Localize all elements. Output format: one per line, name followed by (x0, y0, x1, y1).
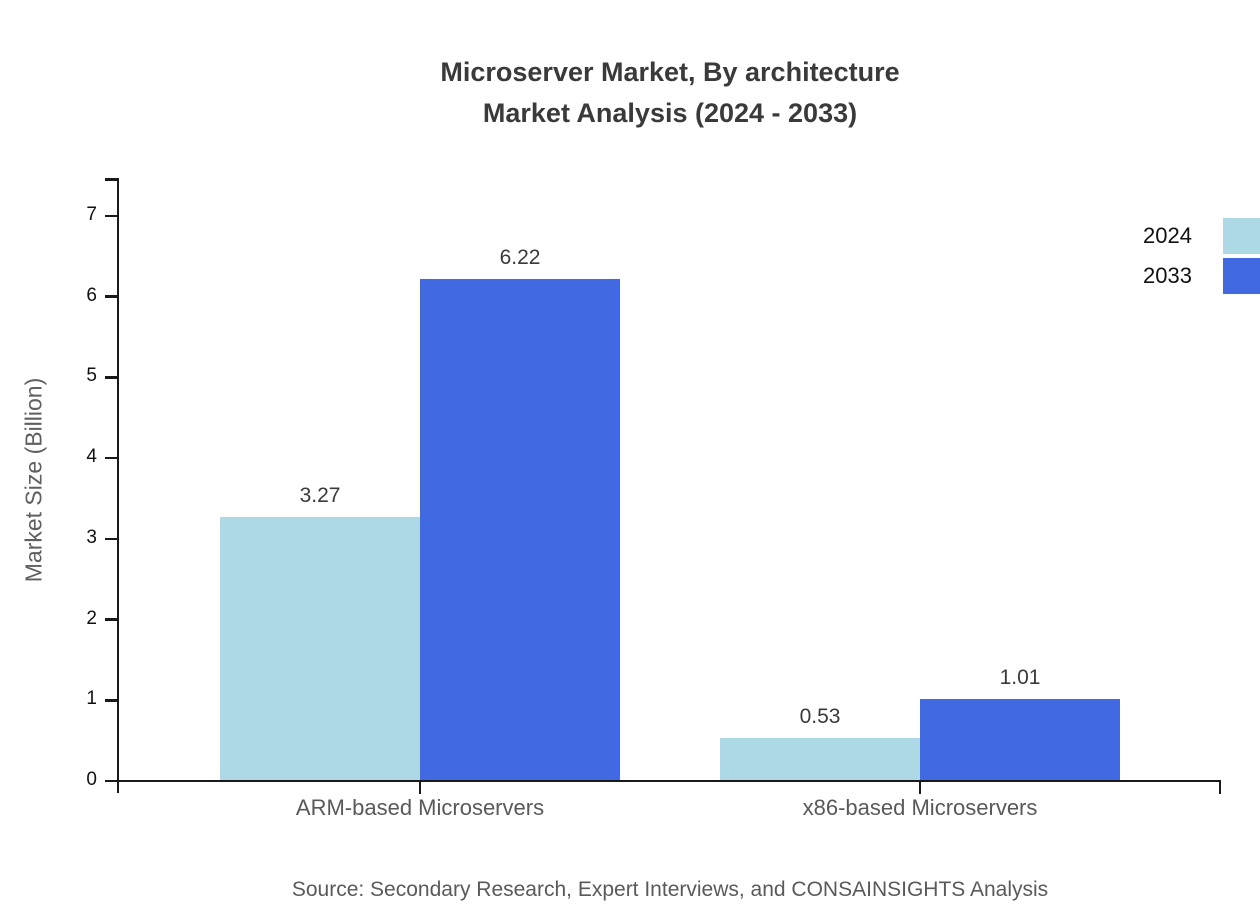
x-category-label: ARM-based Microservers (295, 795, 545, 820)
y-tick (105, 456, 118, 460)
legend-label-2024: 2024 (1143, 223, 1192, 248)
bar-2024-arm (220, 517, 420, 781)
y-axis-endcap (105, 178, 118, 181)
y-tick (105, 214, 118, 218)
y-tick-label: 7 (86, 204, 97, 226)
x-category-label: x86-based Microservers (802, 795, 1038, 820)
y-tick-label: 0 (86, 769, 97, 790)
y-tick (105, 376, 118, 379)
y-axis-label: Market Size (Billion) (20, 377, 47, 583)
y-tick (105, 295, 118, 298)
legend-swatch-2033 (1223, 258, 1260, 294)
legend-label-2033: 2033 (1143, 263, 1192, 288)
bar-2033-arm (420, 278, 620, 781)
y-axis-spine (116, 178, 120, 793)
x-tick (418, 781, 422, 794)
legend: 2024 2033 (1143, 218, 1260, 298)
x-tick (918, 781, 922, 794)
chart-title-line1: Microserver Market, By architecture (440, 57, 900, 87)
bar-2024-x86 (720, 738, 920, 781)
y-tick (105, 779, 118, 783)
y-tick-label: 2 (86, 607, 97, 629)
y-tick-label: 5 (86, 365, 97, 387)
x-axis-endcap (1218, 781, 1221, 794)
source-attribution: Source: Secondary Research, Expert Inter… (291, 878, 1049, 901)
bar-value-label: 0.53 (799, 705, 841, 729)
y-tick-label: 3 (86, 526, 97, 548)
bar-value-label: 6.22 (499, 245, 541, 269)
y-tick (105, 699, 118, 702)
chart-title-line2: Market Analysis (2024 - 2033) (482, 98, 858, 128)
bar-value-label: 1.01 (999, 666, 1041, 690)
bar-2033-x86 (920, 699, 1120, 781)
y-tick-label: 6 (86, 284, 97, 306)
x-axis-line (116, 779, 1221, 783)
chart-title: Microserver Market, By architecture Mark… (118, 52, 1222, 134)
bar-value-label: 3.27 (299, 484, 341, 508)
y-tick-label: 1 (86, 688, 97, 710)
legend-swatch-2024 (1223, 218, 1260, 254)
y-tick-label: 4 (86, 446, 97, 468)
legend-item-2024: 2024 (1143, 218, 1260, 254)
legend-item-2033: 2033 (1143, 258, 1260, 294)
y-tick (105, 618, 118, 621)
y-tick (105, 537, 118, 541)
